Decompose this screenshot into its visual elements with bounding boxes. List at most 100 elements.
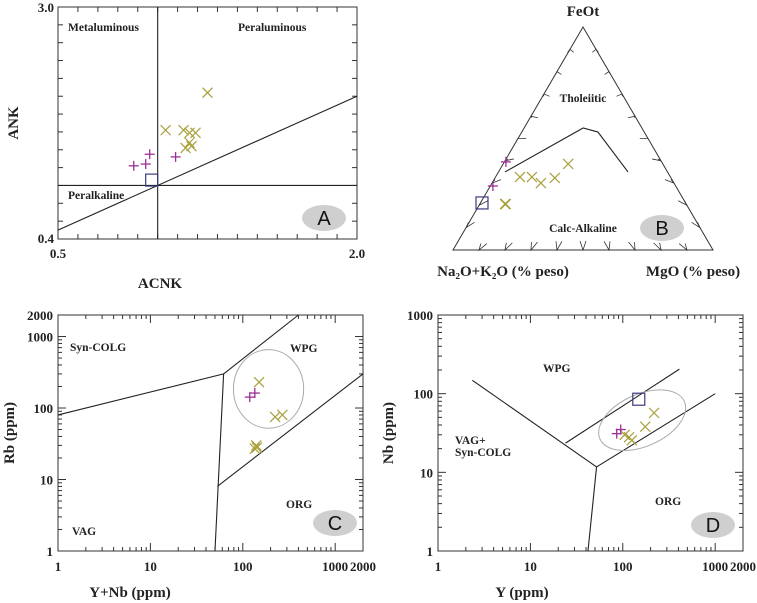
data-point-square — [632, 392, 646, 406]
data-point-plus — [140, 159, 151, 170]
ternary-tick — [567, 48, 574, 53]
ternary-tick — [555, 241, 563, 252]
data-point-plus — [500, 156, 511, 167]
apex-label-feot: FeOt — [567, 4, 599, 20]
x-tick-label: 10 — [524, 559, 537, 574]
panel-A: 0.5 2.0 0.4 3.0 Metaluminous Peraluminous Pera… — [6, 0, 365, 292]
ternary-tick — [555, 71, 562, 75]
y-axis-title: Nb (ppm) — [381, 402, 397, 464]
x-tick-label: 0.5 — [50, 246, 67, 261]
field-boundary-line — [565, 368, 680, 444]
ternary-tick — [678, 200, 689, 207]
plot-frame — [57, 6, 358, 240]
data-point-cross — [253, 376, 265, 388]
field-boundary-line — [216, 373, 364, 487]
ternary-tick — [652, 158, 662, 162]
data-point-cross — [269, 411, 281, 423]
x-axis-title: Y+Nb (ppm) — [89, 585, 170, 601]
panel-label-badge — [640, 215, 684, 241]
x-tick-label: 10 — [144, 559, 157, 574]
x-tick-label: 2.0 — [349, 246, 365, 261]
ternary-tick — [504, 158, 514, 162]
data-point-cross — [619, 429, 631, 441]
panel-D: 1 10 100 1000 20001101001000WPGVAG+Syn-COLGO… — [381, 308, 756, 601]
data-point-plus — [244, 392, 255, 403]
data-point-cross — [562, 158, 574, 170]
ternary-tick — [604, 71, 611, 75]
y-axis-title: ANK — [6, 106, 22, 140]
data-point-cross — [251, 442, 263, 453]
region-label: WPG — [290, 343, 318, 355]
data-point-cross — [186, 140, 197, 152]
data-point-cross — [639, 421, 651, 433]
data-point-cross — [514, 171, 526, 183]
field-boundary-line — [214, 373, 225, 552]
data-point-square — [145, 173, 159, 187]
ternary-tick — [664, 179, 675, 184]
panel-label-badge — [691, 512, 735, 538]
ternary-tick — [579, 240, 587, 252]
y-tick-label: 1 — [47, 544, 54, 559]
data-point-cross — [249, 443, 261, 455]
ternary-tick — [530, 241, 538, 252]
ternary-tick — [504, 242, 513, 252]
x-tick-label: 2000 — [350, 559, 376, 574]
x-tick-label: 1000 — [702, 559, 728, 574]
ternary-frame — [452, 26, 714, 251]
x-tick-label: 1 — [55, 559, 62, 574]
field-boundary-line — [587, 466, 598, 552]
x-tick-label: 1 — [435, 559, 442, 574]
ternary-tick — [628, 241, 636, 252]
y-tick-label: 1 — [427, 544, 434, 559]
panel-label: C — [328, 513, 342, 535]
y-tick-label: 100 — [34, 401, 54, 416]
y-tick-label: 100 — [414, 387, 434, 402]
x-axis-title: Y (ppm) — [495, 585, 548, 601]
x-tick-label: 2000 — [730, 559, 756, 574]
data-point-cross — [202, 87, 213, 99]
ternary-tick — [616, 93, 623, 97]
data-point-plus — [128, 160, 139, 171]
sample-field-outline — [598, 389, 687, 451]
panel-label-badge — [313, 510, 357, 536]
region-label: VAG — [72, 526, 96, 538]
data-point-plus — [611, 428, 622, 439]
data-point-cross — [184, 137, 195, 149]
region-label: VAG+ — [455, 435, 486, 447]
panel-label-badge — [302, 205, 346, 231]
ternary-tick — [543, 93, 550, 97]
data-point-cross — [648, 407, 660, 419]
ternary-tick — [691, 221, 701, 229]
ternary-tick — [530, 115, 539, 119]
y-tick-label: 1000 — [407, 308, 433, 323]
ternary-tick — [678, 243, 688, 252]
x-tick-label: 1000 — [322, 559, 348, 574]
y-tick-label: 10 — [40, 473, 53, 488]
ternary-tick — [627, 115, 636, 119]
y-tick-label: 0.4 — [38, 231, 55, 246]
data-point-plus — [249, 388, 260, 399]
y-axis-title: Rb (ppm) — [2, 402, 18, 464]
ternary-tick — [603, 241, 611, 252]
data-point-cross — [190, 127, 201, 139]
data-point-cross — [160, 124, 172, 136]
region-label: ORG — [655, 496, 681, 508]
panel-label: A — [317, 208, 331, 230]
ternary-tick — [653, 242, 662, 252]
region-label: Syn-COLG — [70, 342, 126, 354]
region-label: Calc-Alkaline — [549, 223, 617, 235]
plot-frame — [437, 314, 744, 552]
data-point-cross — [276, 409, 288, 421]
ternary-tick — [465, 221, 475, 229]
x-tick-label: 100 — [233, 559, 253, 574]
field-boundary-line — [596, 393, 716, 468]
region-label: ORG — [286, 499, 312, 511]
data-point-cross — [178, 124, 190, 136]
ternary-tick — [478, 243, 488, 252]
data-point-cross — [500, 198, 512, 210]
data-point-cross — [180, 142, 191, 154]
region-label: Tholeiitic — [560, 93, 607, 105]
ternary-tick — [592, 48, 599, 53]
